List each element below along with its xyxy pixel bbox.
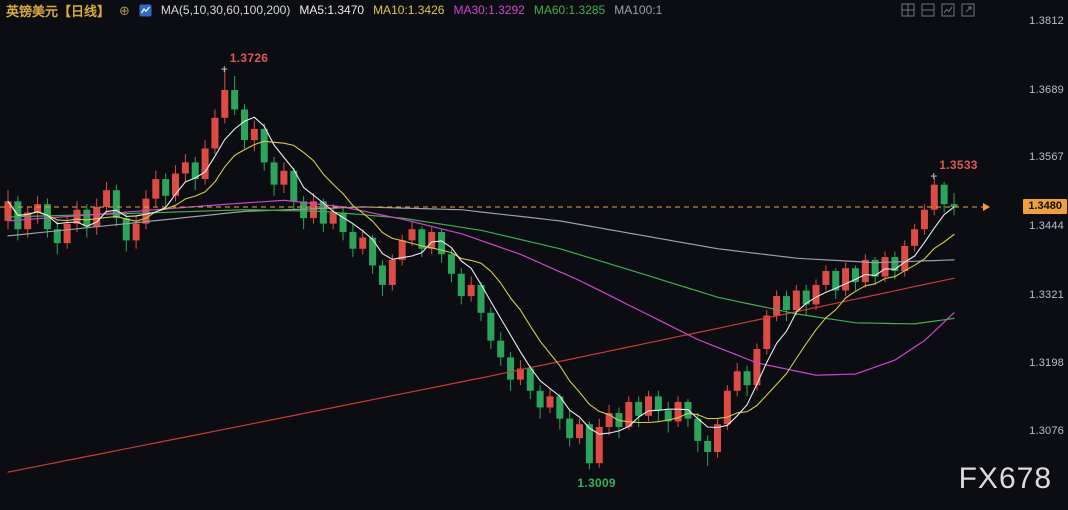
ma30-legend: MA30:1.3292 — [453, 3, 525, 17]
chart-type-icon[interactable] — [139, 4, 152, 17]
ma-params-label: MA(5,10,30,60,100,200) — [160, 3, 291, 17]
add-indicator-icon[interactable]: ⊕ — [119, 2, 130, 18]
axis-tick-label: 1.3444 — [1029, 220, 1064, 232]
axis-tick-label: 1.3689 — [1029, 83, 1064, 96]
chart-header: 英镑美元【日线】 ⊕ MA(5,10,30,60,100,200) MA5:1.… — [6, 1, 662, 19]
axis-tick-label: 1.3321 — [1029, 288, 1064, 301]
ma60-legend: MA60:1.3285 — [533, 3, 606, 17]
current-price-arrow — [983, 202, 990, 211]
annotation-marker-recent-high: + — [930, 169, 938, 184]
ma100-legend: MA100:1 — [614, 3, 663, 17]
candles-layer — [4, 69, 958, 470]
annotation-marker-peak-high: + — [220, 61, 228, 76]
horizontal-split-icon[interactable] — [921, 3, 935, 17]
current-price-badge: 1.3480 — [1023, 198, 1067, 214]
ma5-legend: MA5:1.3470 — [299, 3, 365, 17]
symbol-title: 英镑美元【日线】 — [6, 3, 111, 19]
axis-tick-label: 1.3812 — [1029, 15, 1064, 27]
annotation-low: 1.3009 — [577, 476, 616, 491]
ma10-legend: MA10:1.3426 — [373, 3, 445, 17]
watermark-fx678: FX678 — [958, 462, 1052, 495]
popout-window-icon[interactable] — [961, 3, 975, 17]
four-pane-layout-icon[interactable] — [901, 3, 915, 17]
chart-toolbar — [901, 3, 975, 17]
axis-tick-label: 1.3076 — [1029, 425, 1064, 437]
annotation-recent-high: 1.3533 — [939, 158, 978, 173]
axis-tick-label: 1.3567 — [1029, 151, 1064, 164]
axis-tick-label: 1.3198 — [1029, 357, 1064, 370]
annotation-peak-high: 1.3726 — [229, 50, 269, 65]
mini-chart-panel-icon[interactable] — [941, 3, 955, 17]
